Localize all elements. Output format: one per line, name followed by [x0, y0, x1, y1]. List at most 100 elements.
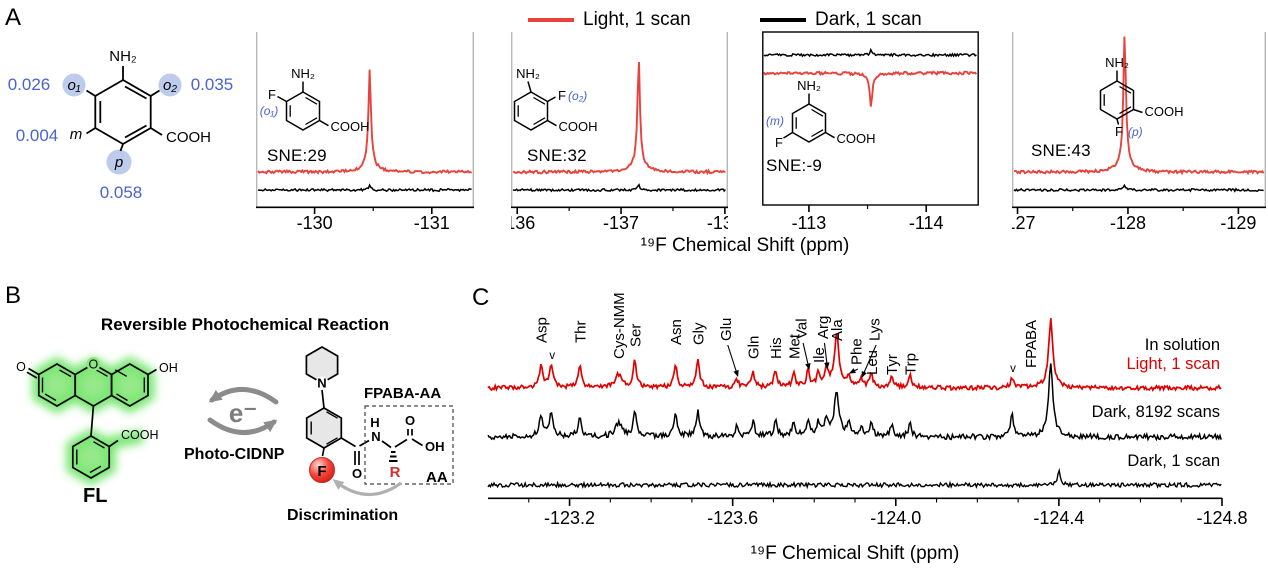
trace-dark — [257, 183, 472, 193]
p-highlight — [106, 149, 132, 175]
benzene-ring — [86, 66, 163, 152]
trace-dark — [763, 47, 977, 58]
trace-dark — [512, 183, 726, 193]
xanthene-oxygen: O — [89, 358, 99, 372]
peak-label: FPABA — [1023, 320, 1040, 368]
tick-label: -113 — [792, 213, 827, 233]
legend-dark: Dark, 1 scan — [760, 9, 922, 31]
fluorescein-structure: O O OH COOH FL — [16, 356, 178, 507]
panel-a-label: A — [5, 4, 22, 31]
peak-pointer-arrow — [727, 344, 739, 377]
peak-label: Glu — [718, 318, 735, 341]
tick-label: -128 — [1110, 213, 1146, 233]
spectrum-a-o1: -130 -131 — [256, 25, 474, 240]
discrimination-arrow — [332, 479, 402, 497]
sne-value-o1: SNE:29 — [267, 146, 327, 165]
o2-value: 0.035 — [191, 75, 234, 94]
spectrum-a-m: -113 -114 — [762, 25, 979, 240]
xanthene-bonds — [26, 363, 157, 479]
carbonyl-oxygen: O — [352, 466, 362, 481]
legend-light: Light, 1 scan — [528, 9, 691, 31]
position-tag: (o₁) — [260, 104, 278, 118]
annotation-light-1-scan: Light, 1 scan — [1126, 355, 1220, 373]
tick-label: -124.0 — [870, 508, 921, 528]
peak-pointer-arrow — [861, 344, 877, 378]
acid-label: COOH — [331, 119, 370, 134]
spectrum-c-mixture: -123.2 -123.6 -124.0 -124.4 -124.8 Asp v Thr Cys… — [478, 283, 1268, 533]
m-position-label: m — [70, 126, 83, 143]
cycle-arrow-bottom — [207, 417, 278, 435]
fluorine-sphere — [309, 457, 335, 483]
annotation-in-solution: In solution — [1144, 336, 1220, 354]
electron-label: e⁻ — [229, 398, 257, 428]
inset-molecule-p: NH₂ COOH F (p) — [1099, 55, 1184, 139]
amine-label: NH₂ — [797, 78, 821, 93]
position-tag: (p) — [1128, 125, 1143, 139]
fluorescein-name: FL — [83, 485, 107, 507]
tick-label: -123.2 — [544, 508, 595, 528]
m-value: 0.004 — [16, 126, 59, 145]
trace-light — [257, 69, 473, 175]
peak-label: Asn — [668, 319, 685, 345]
trace-dark-8192 — [487, 363, 1222, 442]
amine-label: NH₂ — [291, 66, 315, 81]
annotation-dark-8192: Dark, 8192 scans — [1091, 403, 1220, 421]
tick-label: -136 — [511, 213, 535, 233]
legend-dark-label: Dark, 1 scan — [815, 9, 922, 30]
peak-pointer-arrow — [823, 342, 830, 369]
acid-label: COOH — [1145, 104, 1184, 119]
position-tag: (m) — [766, 114, 784, 128]
cycle-arrow-top — [208, 387, 279, 405]
inset-molecule-o1: NH₂ COOH F (o₁) — [260, 66, 370, 134]
acid-label: COOH — [166, 129, 211, 146]
aminobenzoic-acid-structure: NH₂ COOH o₁ o₂ m p 0.026 0.035 0.004 0.0… — [8, 48, 234, 202]
fluorine-label: F — [558, 88, 566, 103]
piperidine-nitrogen: N — [317, 376, 326, 391]
inset-molecule-m: NH₂ COOH F (m) — [766, 78, 876, 150]
tick-label: -137 — [603, 213, 639, 233]
tick-label: -131 — [414, 213, 450, 233]
peak-label: Cys-NMM — [611, 292, 628, 359]
panel-c-label: C — [472, 284, 490, 311]
o1-value: 0.026 — [8, 75, 51, 94]
legend-light-label: Light, 1 scan — [583, 9, 691, 30]
green-glow — [32, 356, 155, 486]
peak-label: Asp — [534, 317, 551, 343]
tick-label: -127 — [1012, 213, 1036, 233]
tick-label: -123.6 — [707, 508, 758, 528]
position-tag: (o₂) — [568, 89, 587, 103]
spectrum-plot: -113 -114 — [762, 31, 979, 233]
legend-dark-line — [760, 18, 806, 22]
fluorine-label: F — [775, 135, 783, 150]
peak-label: Gln — [746, 336, 763, 359]
tick-label: -124.8 — [1196, 508, 1247, 528]
o1-highlight — [62, 73, 86, 97]
amide-chain-bonds — [321, 429, 423, 465]
panel-b-label: B — [5, 282, 22, 309]
amide-nitrogen: N — [371, 429, 380, 444]
ring-oxygen-gap — [86, 357, 101, 371]
trace-light-1scan — [487, 318, 1222, 393]
v-marker: v — [1010, 363, 1016, 375]
tick-label: -114 — [909, 213, 944, 233]
peak-label: Tyr — [884, 354, 901, 375]
amine-label: NH₂ — [109, 48, 137, 65]
peak-label: Thr — [572, 320, 589, 343]
peak-label: Trp — [903, 353, 920, 375]
peak-label: Ile — [811, 347, 828, 363]
trace-light — [763, 70, 978, 107]
peak-label: Ala — [829, 319, 846, 341]
peak-label: Gly — [691, 322, 708, 345]
spectrum-plot: -123.2 -123.6 -124.0 -124.4 -124.8 Asp v Thr Cys… — [487, 292, 1248, 528]
sne-value-p: SNE:43 — [1031, 141, 1091, 160]
panel-c-axis-title: ¹⁹F Chemical Shift (ppm) — [750, 543, 960, 564]
peak-pointer-arrow — [848, 368, 859, 374]
peak-label: Arg — [815, 316, 832, 339]
o2-highlight — [158, 73, 182, 97]
peak-label: Lys — [867, 318, 884, 341]
plot-frame — [762, 31, 979, 206]
peak-label: His — [768, 337, 785, 359]
tick-label: -138 — [707, 213, 728, 233]
trace-dark-1scan — [487, 467, 1222, 490]
